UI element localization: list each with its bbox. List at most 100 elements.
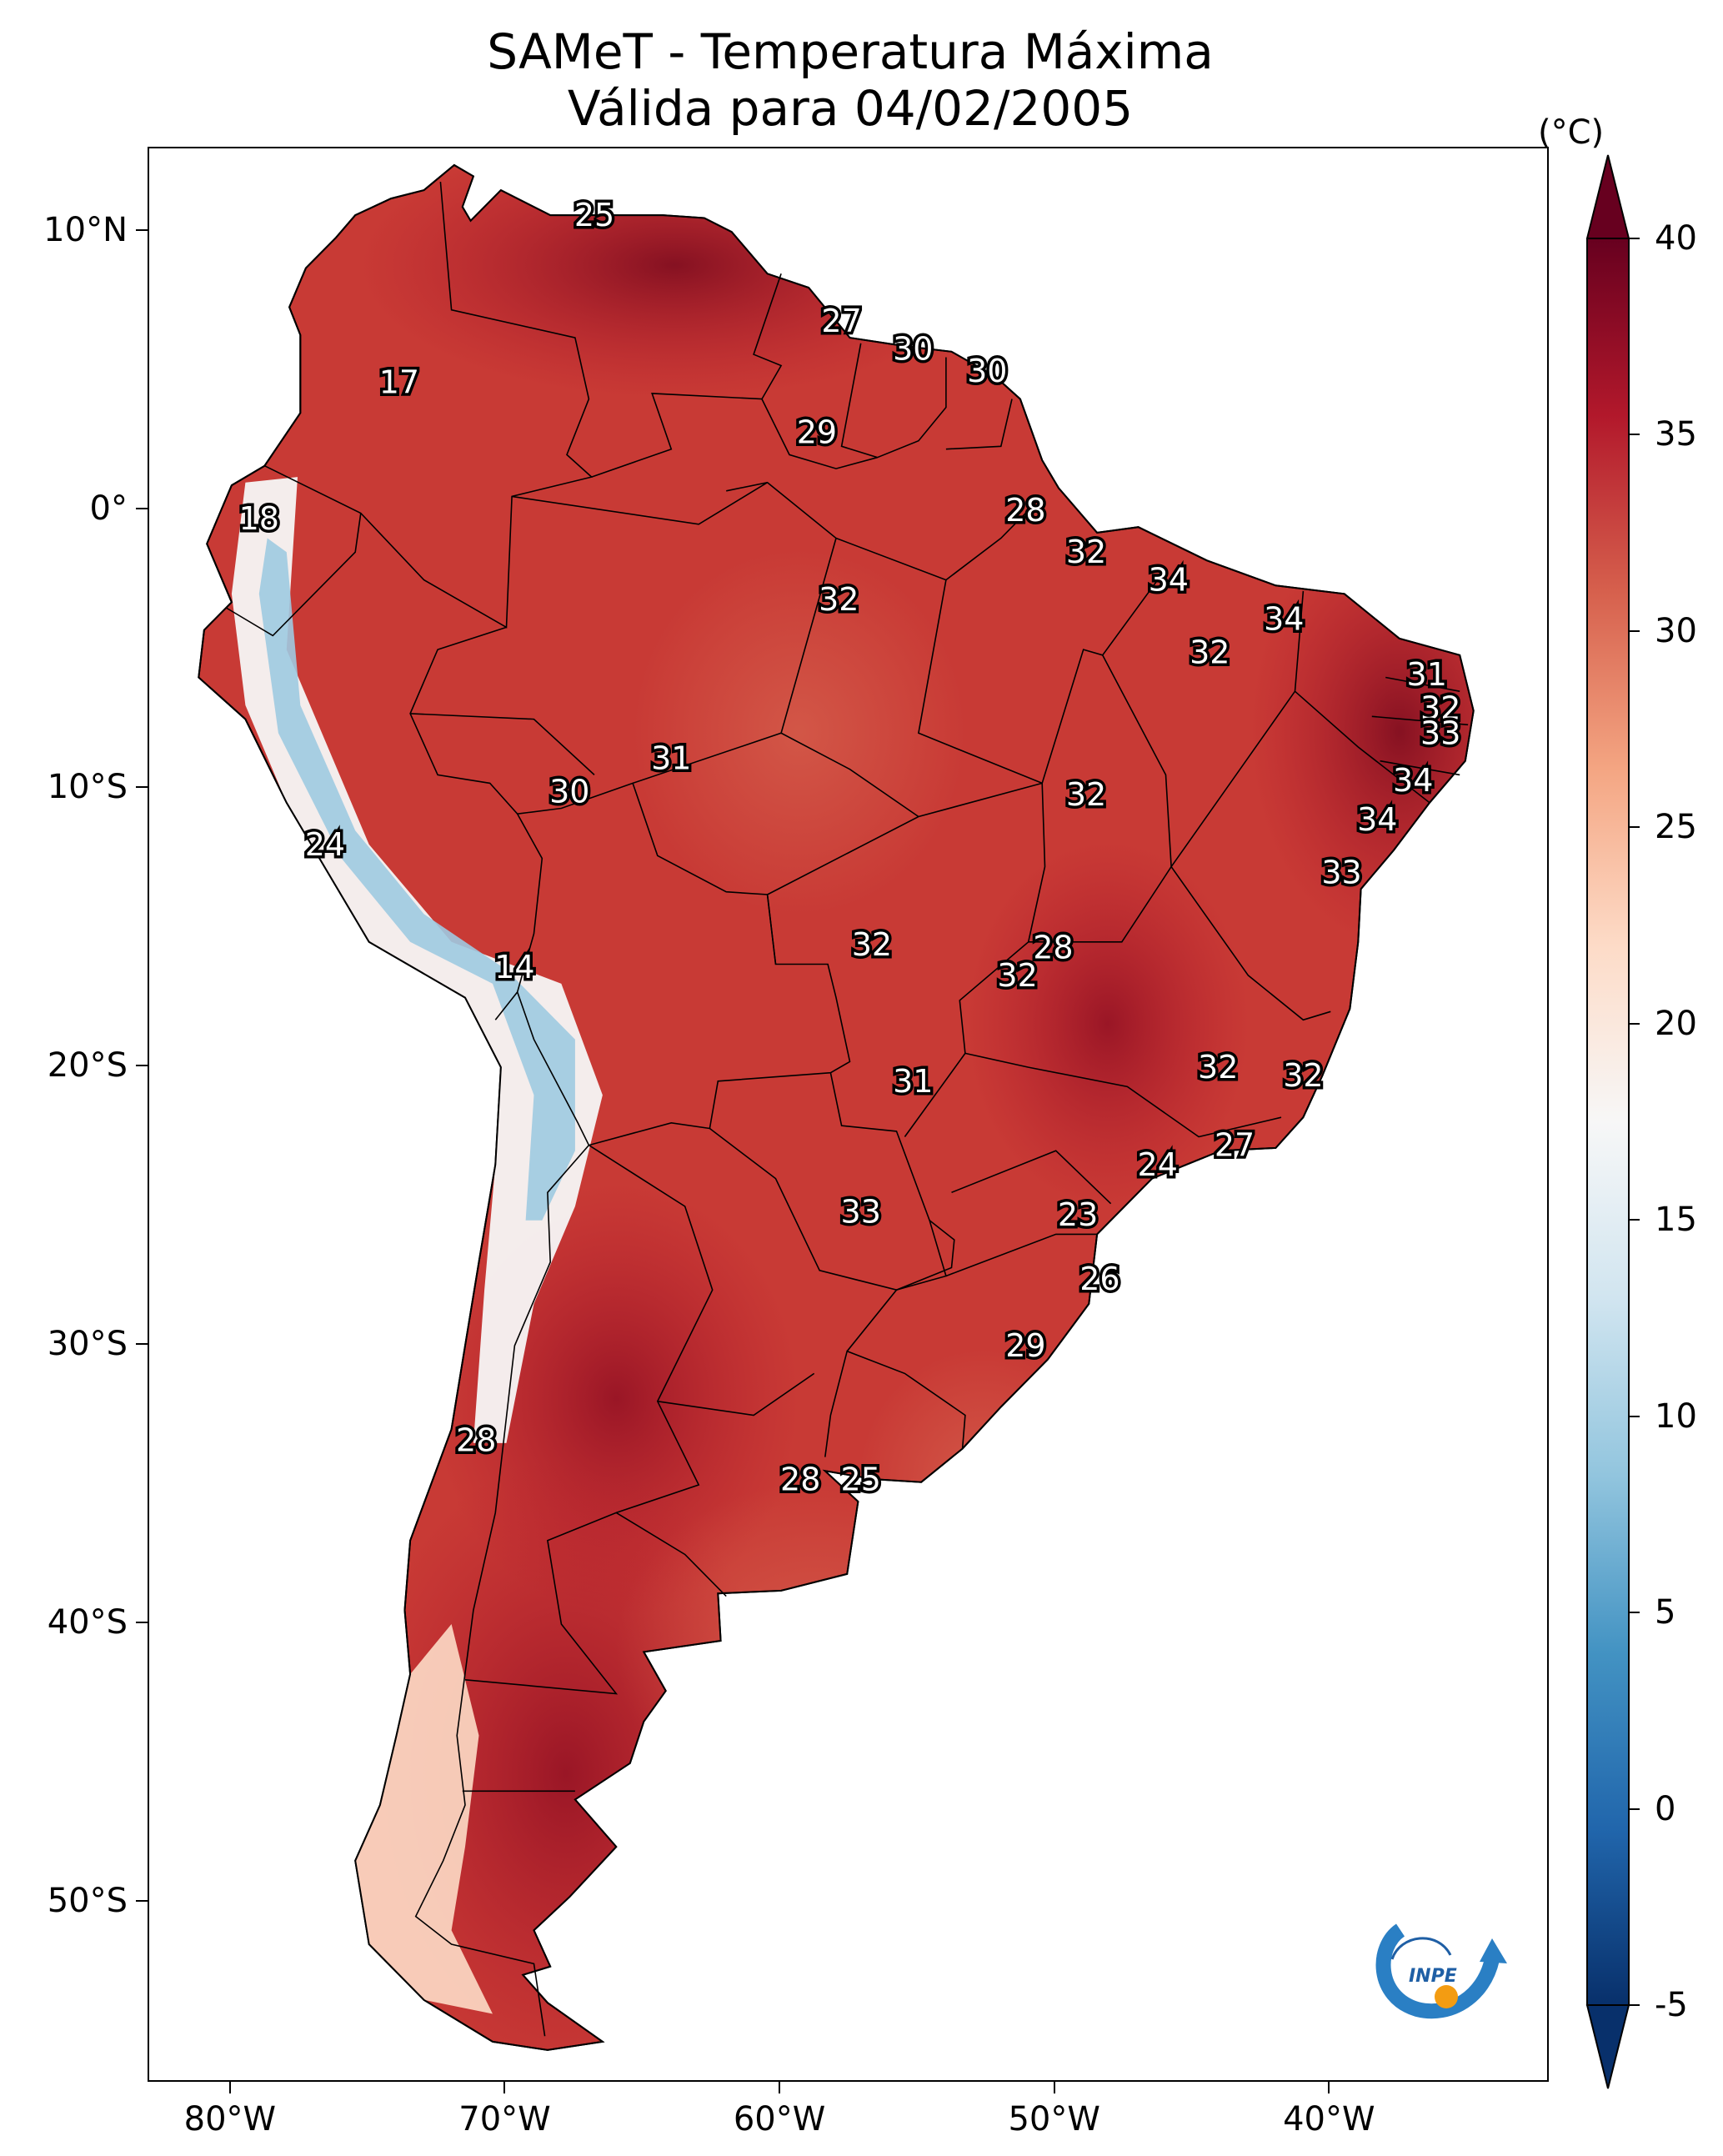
temperature-label: 33: [1321, 854, 1361, 890]
x-tick-label: 80°W: [183, 2100, 277, 2138]
colorbar-tick-mark: [1628, 826, 1640, 829]
continent-land: [198, 163, 1475, 2051]
temperature-label: 31: [651, 740, 691, 776]
temperature-label: 25: [841, 1461, 881, 1497]
colorbar-tick-label: 20: [1655, 1004, 1697, 1043]
temperature-label: 28: [780, 1461, 820, 1497]
temperature-label: 34: [1149, 562, 1189, 599]
y-tick-mark: [136, 229, 148, 232]
colorbar-tick-label: 10: [1655, 1396, 1697, 1436]
border-line: [917, 579, 1043, 785]
border-line: [516, 782, 851, 1146]
inpe-logo: INPE: [1375, 1923, 1507, 2019]
colorbar-tick-mark: [1628, 1415, 1640, 1417]
border-line: [1170, 690, 1296, 868]
colorbar-tick-mark: [1628, 2004, 1640, 2006]
y-tick-label: 50°S: [47, 1881, 128, 1920]
border-line: [1380, 760, 1460, 776]
border-line: [410, 713, 595, 775]
border-line: [951, 1150, 1112, 1205]
border-line: [766, 782, 1282, 1138]
map-title: SAMeT - Temperatura Máxima: [487, 23, 1214, 80]
colorbar: [1585, 154, 1630, 2089]
x-tick-label: 70°W: [458, 2100, 551, 2138]
y-tick-mark: [136, 1899, 148, 1902]
temperature-label: 24: [1138, 1146, 1178, 1183]
temperature-label: 32: [997, 957, 1037, 994]
border-line: [1294, 590, 1430, 804]
temperature-label: 32: [1066, 776, 1106, 813]
border-line: [761, 399, 878, 469]
temperature-label: 31: [1407, 656, 1447, 693]
border-line: [1028, 866, 1172, 943]
border-line: [1101, 654, 1331, 1021]
border-line: [632, 732, 919, 818]
temperature-label: 27: [1215, 1127, 1255, 1164]
x-tick-label: 40°W: [1283, 2100, 1375, 2138]
temperature-label: 14: [494, 949, 534, 985]
x-tick-label: 50°W: [1008, 2100, 1100, 2138]
border-line: [511, 482, 769, 525]
colorbar-tick-label: 0: [1655, 1789, 1676, 1828]
border-line: [1385, 676, 1460, 692]
y-tick-label: 10°N: [43, 211, 128, 250]
temperature-label: 30: [967, 353, 1007, 389]
border-line: [414, 1145, 590, 2037]
temperature-label: 28: [456, 1422, 496, 1459]
y-tick-mark: [136, 1343, 148, 1345]
temperature-label: 23: [1058, 1196, 1098, 1233]
temperature-label: 17: [379, 364, 419, 401]
border-line: [225, 513, 362, 637]
temperature-label: 34: [1393, 762, 1433, 799]
x-tick-mark: [1053, 2082, 1055, 2093]
border-line: [835, 495, 1043, 581]
border-line: [945, 1233, 1098, 1277]
temperature-label: 25: [574, 197, 614, 233]
border-line: [1041, 568, 1167, 784]
x-tick-label: 60°W: [733, 2100, 826, 2138]
x-tick-mark: [1328, 2082, 1330, 2093]
colorbar-tick-mark: [1628, 434, 1640, 436]
x-tick-mark: [503, 2082, 506, 2093]
colorbar-tick-mark: [1628, 238, 1640, 239]
y-tick-mark: [136, 508, 148, 510]
y-tick-mark: [136, 786, 148, 789]
y-tick-mark: [136, 1065, 148, 1067]
temperature-label: 34: [1264, 600, 1304, 637]
temperature-label: 32: [1198, 1049, 1238, 1086]
colorbar-unit: (°C): [1538, 113, 1605, 152]
temperature-label: 32: [852, 926, 892, 963]
temperature-label: 33: [1420, 714, 1460, 751]
border-line: [945, 399, 1013, 450]
temperature-label: 29: [797, 414, 837, 451]
temperature-label: 34: [1357, 801, 1397, 838]
map-subtitle: Válida para 04/02/2005: [567, 80, 1134, 137]
y-tick-label: 10°S: [47, 768, 128, 807]
y-tick-mark: [136, 1621, 148, 1623]
border-line: [464, 1144, 714, 1695]
country-borders: [225, 182, 1469, 2037]
temperature-label: 28: [1033, 930, 1073, 966]
temperature-label: 32: [1190, 634, 1230, 671]
temperature-label: 24: [305, 826, 345, 863]
temperature-label: 18: [239, 500, 279, 537]
border-line: [824, 1350, 966, 1457]
svg-text:INPE: INPE: [1409, 1966, 1457, 1987]
colorbar-tick-mark: [1628, 1219, 1640, 1221]
y-tick-label: 30°S: [47, 1325, 128, 1363]
colorbar-tick-mark: [1628, 629, 1640, 632]
y-tick-label: 20°S: [47, 1046, 128, 1086]
colorbar-tick-label: 5: [1655, 1593, 1676, 1632]
colorbar-tick-label: 25: [1655, 808, 1697, 847]
colorbar-tick-mark: [1628, 1808, 1640, 1810]
colorbar-tick-label: 15: [1655, 1201, 1697, 1240]
map-area[interactable]: 25 27 30 30 17 29 28 18 32 34 32 34 32 31 32 33 31 34 30 32…: [148, 147, 1549, 2082]
border-line: [726, 481, 837, 734]
colorbar-tick-label: 35: [1655, 415, 1697, 454]
border-line: [1371, 715, 1469, 726]
temperature-label: 33: [841, 1194, 881, 1231]
border-line: [615, 1512, 727, 1597]
colorbar-tick-mark: [1628, 1022, 1640, 1025]
